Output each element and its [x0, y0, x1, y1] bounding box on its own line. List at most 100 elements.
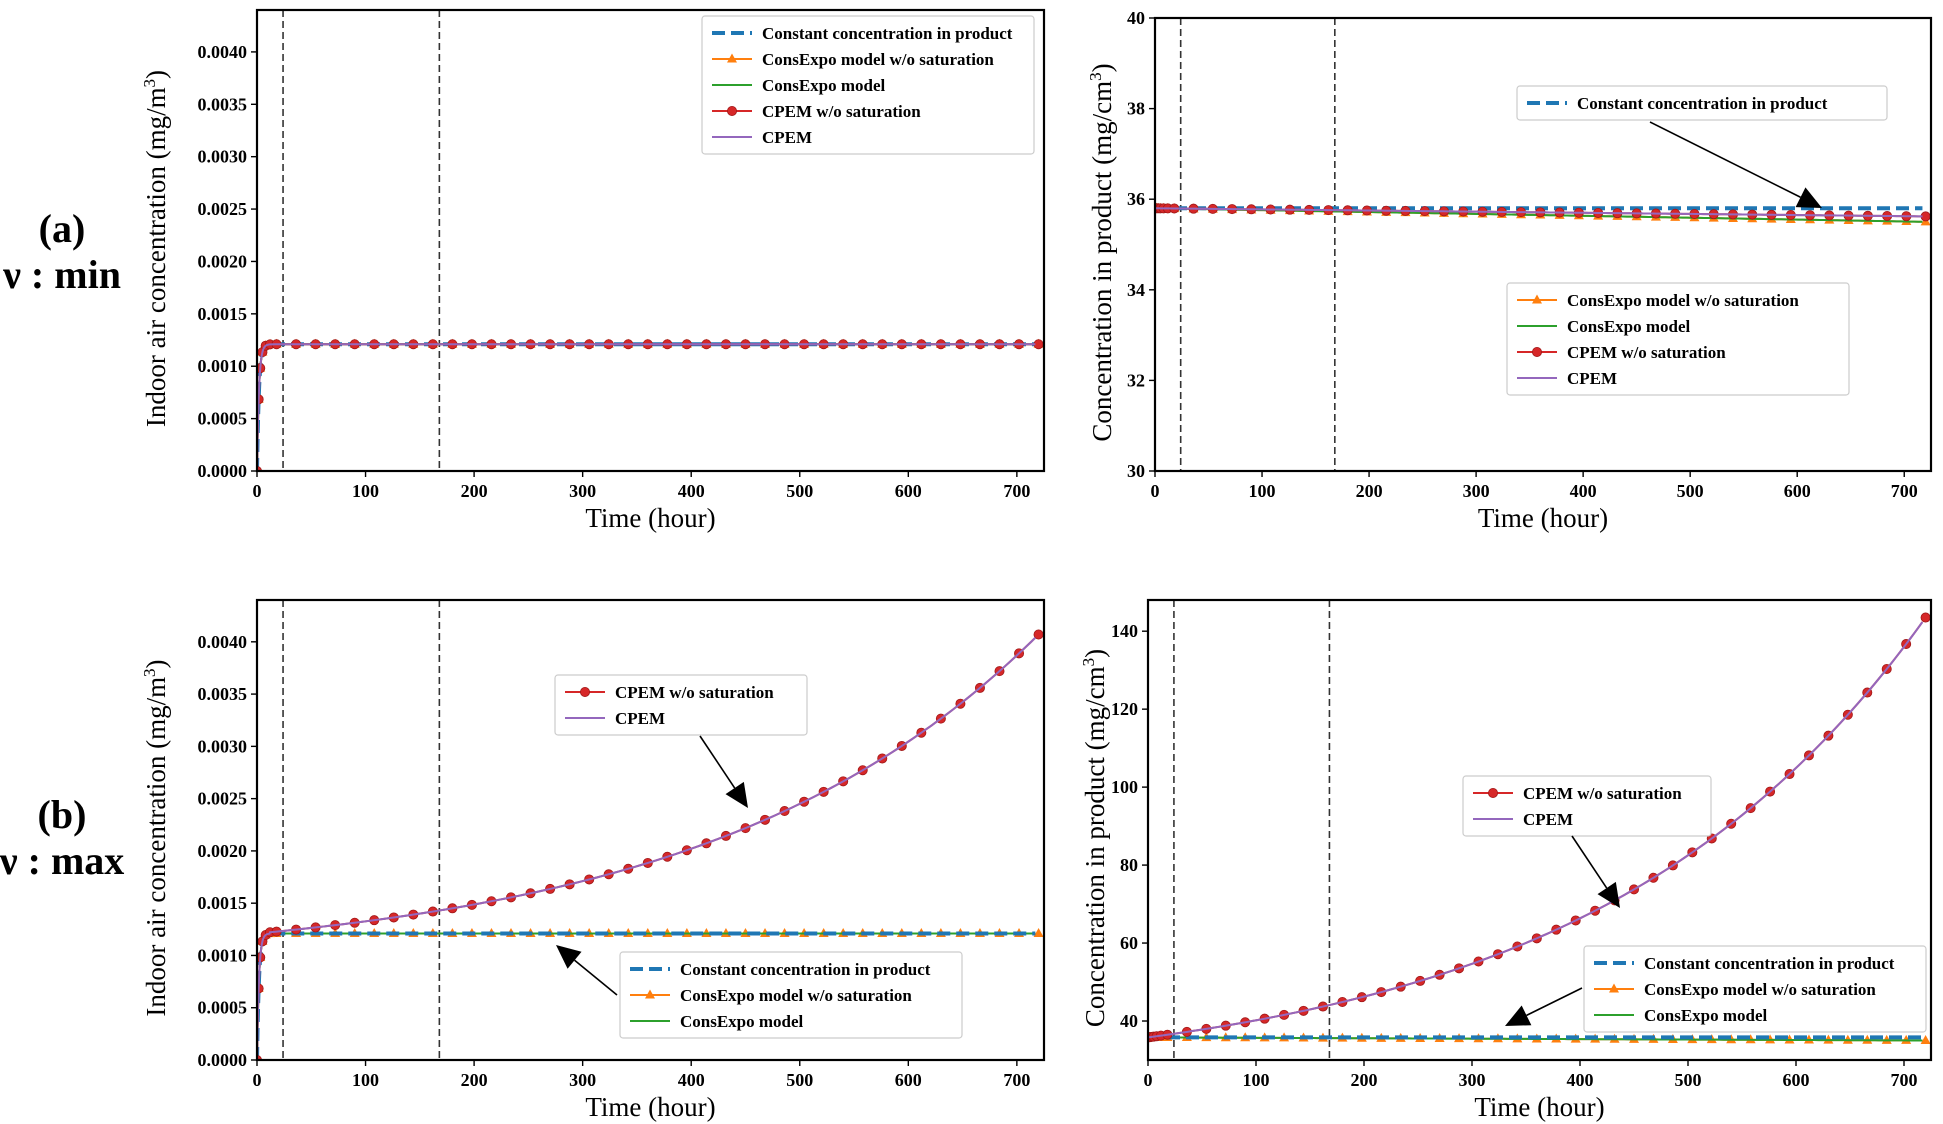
a-prod-legend-b-item-consexpo_wo: ConsExpo model w/o saturation	[1517, 291, 1799, 310]
b-air-ylabel: Indoor air concentration (mg/m3)	[140, 659, 171, 1016]
a-prod-arrow-1	[1649, 121, 1822, 208]
a-air-frame	[255, 8, 1046, 473]
a-air-xtick-label-4: 400	[678, 481, 705, 501]
a-prod-xlabel: Time (hour)	[1478, 503, 1608, 533]
b-air-legend-b-marker-consexpo_wo	[645, 989, 655, 999]
row-label-a-param: ν : min	[2, 252, 121, 297]
chart-b-air: 0 100 200 300 400 500 600 700 0.0000 0.0005 0.0010…	[140, 598, 1046, 1122]
b-prod-cpem_wo-point-45	[1920, 612, 1931, 623]
a-prod-ylabel-close: )	[1087, 63, 1117, 72]
a-air-ylabel: Indoor air concentration (mg/m3)	[140, 70, 171, 427]
b-prod-legend-a-item-cpem_wo: CPEM w/o saturation	[1473, 784, 1682, 803]
chart-b-prod: 0 100 200 300 400 500 600 700 40 60 80 100 120 140 Tim…	[1079, 598, 1933, 1122]
a-air-xtick-label-6: 600	[895, 481, 922, 501]
a-prod-legend-b-marker-cpem_wo	[1532, 346, 1543, 357]
b-prod-xtick-label-4: 400	[1567, 1070, 1594, 1090]
a-air-ytick-label-1: 0.0005	[198, 409, 248, 429]
b-air-plot-area	[257, 600, 1044, 1060]
a-prod-ylabel-sup: 3	[1086, 72, 1105, 81]
b-prod-ylabel-close: )	[1080, 649, 1110, 658]
a-air-legend-marker-consexpo_wo	[727, 53, 737, 63]
b-air-arrow-1-shaft	[699, 735, 736, 789]
b-prod-legend-b-marker-consexpo_wo	[1609, 983, 1619, 993]
a-prod-ytick-label-5: 40	[1127, 8, 1145, 28]
row-label-a-tag: (a)	[39, 206, 86, 251]
b-prod-xtick-label-7: 700	[1891, 1070, 1918, 1090]
a-air-ytick-label-4: 0.0020	[198, 251, 248, 271]
b-prod-consexpo_wo-point-38	[1784, 1034, 1795, 1044]
a-prod-legend-a-item-constant: Constant concentration in product	[1527, 94, 1828, 113]
b-prod-legend-a-item-cpem: CPEM	[1473, 810, 1573, 829]
a-air-cpem-line	[257, 343, 1036, 471]
b-prod-legend-b-item-constant: Constant concentration in product	[1594, 954, 1895, 973]
a-prod-legend-b-box	[1506, 282, 1850, 396]
a-prod-xtick-label-0: 0	[1151, 481, 1160, 501]
b-prod-consexpo_wo-point-43	[1881, 1034, 1892, 1044]
a-air-ytick-label-8: 0.0040	[198, 42, 248, 62]
a-air-ylabel-sup: 3	[140, 79, 159, 88]
b-air-xtick-label-1: 100	[352, 1070, 379, 1090]
b-prod-ylabel-main: Concentration in product (mg/cm	[1080, 666, 1110, 1027]
b-prod-ytick-label-4: 120	[1111, 699, 1138, 719]
b-air-arrow-2	[556, 945, 618, 996]
b-air-consexpo_wo-point-45	[1033, 928, 1044, 937]
b-air-ytick-label-4: 0.0020	[198, 841, 248, 861]
chart-a-prod: 0 100 200 300 400 500 600 700 30 32 34 36 38 40 Time (…	[1086, 8, 1933, 533]
a-air-xtick-label-2: 200	[461, 481, 488, 501]
b-air-ytick-label-7: 0.0035	[198, 684, 248, 704]
b-prod-arrow-2-shaft	[1526, 987, 1583, 1017]
a-prod-legend-b-item-consexpo: ConsExpo model	[1517, 317, 1691, 336]
charts: 0 100 200 300 400 500 600 7000.00000.00050.0010…	[140, 8, 1933, 1122]
b-air-legend-a-box	[554, 674, 808, 736]
a-air-consexpo_wo-line	[257, 343, 1036, 471]
a-prod-legend-a-label-constant: Constant concentration in product	[1577, 94, 1828, 113]
a-air-cpem_wo-point-45	[1033, 339, 1044, 350]
a-air-constant-line	[257, 342, 1036, 471]
row-label-a: (a) ν : min	[2, 206, 121, 297]
b-prod-legend-a-marker-cpem_wo	[1488, 788, 1499, 799]
b-prod-consexpo_wo-point-45	[1920, 1035, 1931, 1045]
b-prod-legend-a-label-cpem: CPEM	[1523, 810, 1573, 829]
b-air-legend-a-marker-cpem_wo	[580, 687, 591, 698]
b-prod-legend-b-label-consexpo_wo: ConsExpo model w/o saturation	[1644, 980, 1876, 999]
b-air-ylabel-main: Indoor air concentration (mg/m	[141, 677, 171, 1017]
a-prod-xtick-label-1: 100	[1249, 481, 1276, 501]
b-air-ytick-label-1: 0.0005	[198, 998, 248, 1018]
b-prod-consexpo_wo-point-42	[1862, 1034, 1873, 1044]
b-air-legend-b-label-constant: Constant concentration in product	[680, 960, 931, 979]
a-prod-xtick-label-7: 700	[1891, 481, 1918, 501]
a-prod-xtick-label-5: 500	[1677, 481, 1704, 501]
b-air-legend-a-label-cpem_wo: CPEM w/o saturation	[615, 683, 774, 702]
a-prod-arrow-1-shaft	[1649, 121, 1801, 198]
b-air-ytick-label-0: 0.0000	[198, 1050, 248, 1070]
a-prod-ylabel: Concentration in product (mg/cm3)	[1086, 63, 1117, 441]
b-air-legend-a-item-cpem: CPEM	[565, 709, 665, 728]
b-prod-frame	[1146, 598, 1933, 1062]
a-air-ylabel-close: )	[141, 70, 171, 79]
b-air-ytick-label-2: 0.0010	[198, 945, 248, 965]
a-prod-frame	[1153, 16, 1933, 473]
a-prod-ytick-label-3: 36	[1127, 189, 1145, 209]
b-air-constant-line	[257, 931, 1036, 1060]
a-air-legend-marker-cpem_wo	[727, 106, 738, 117]
row-label-b-param: ν : max	[0, 838, 124, 883]
a-air-xlabel: Time (hour)	[585, 503, 715, 533]
b-air-frame	[255, 598, 1046, 1062]
a-prod-legend-b-label-cpem: CPEM	[1567, 369, 1617, 388]
b-prod-arrow-1-shaft	[1571, 835, 1608, 889]
a-prod-plot-area	[1155, 18, 1931, 471]
a-prod-series-cpem	[1155, 207, 1923, 218]
a-air-legend-item-cpem_wo: CPEM w/o saturation	[712, 102, 921, 121]
b-prod-plot-area	[1148, 600, 1931, 1060]
b-prod-arrow-1-head	[1597, 881, 1620, 908]
b-prod-legend-b-item-consexpo: ConsExpo model	[1594, 1006, 1768, 1025]
a-air-consexpo-line	[257, 343, 1036, 471]
a-prod-arrow-1-head	[1795, 187, 1822, 208]
a-air-series-consexpo	[257, 343, 1036, 471]
a-air-ytick-label-6: 0.0030	[198, 147, 248, 167]
b-prod-arrow-1	[1571, 835, 1620, 908]
b-air-legend-b-label-consexpo: ConsExpo model	[680, 1012, 804, 1031]
a-air-legend-item-consexpo_wo: ConsExpo model w/o saturation	[712, 50, 994, 69]
b-prod-xtick-label-5: 500	[1675, 1070, 1702, 1090]
a-air-legend-label-cpem_wo: CPEM w/o saturation	[762, 102, 921, 121]
